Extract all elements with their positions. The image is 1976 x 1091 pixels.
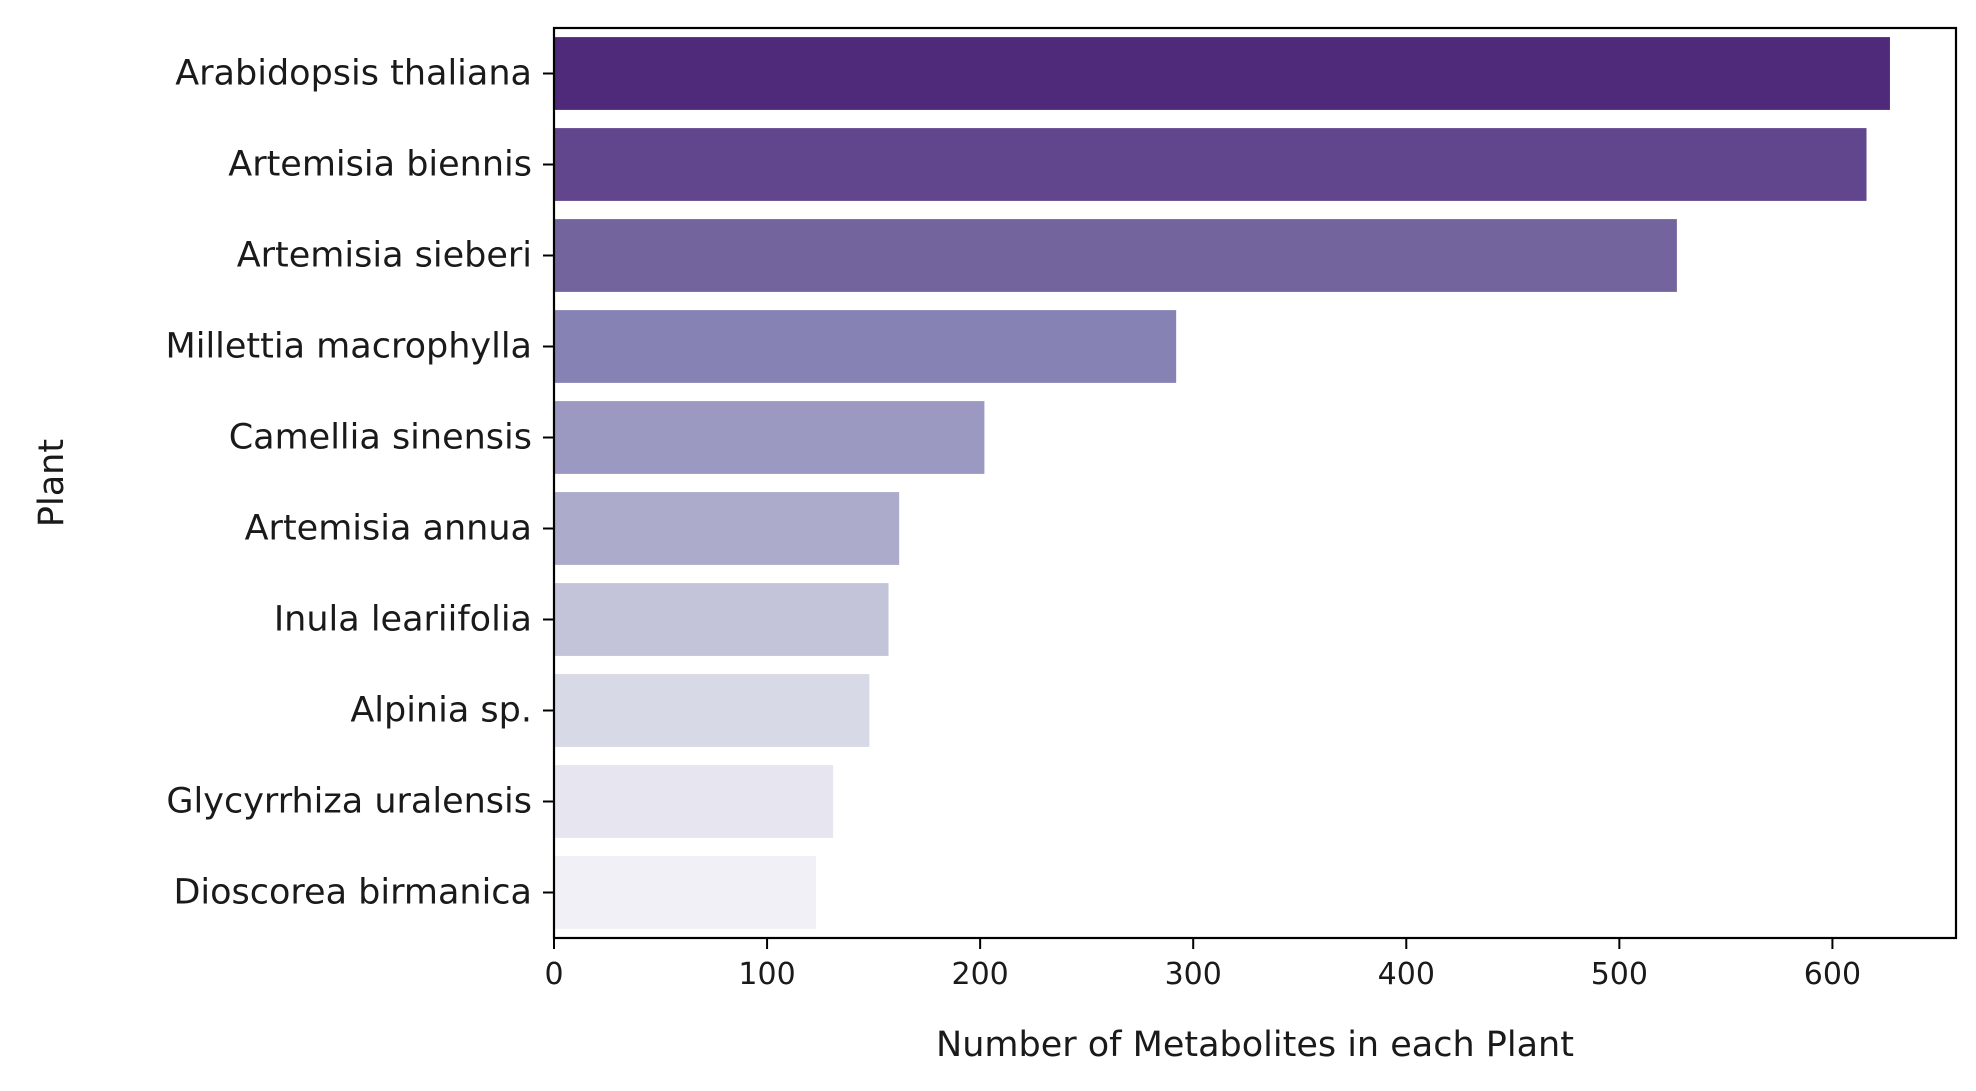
- bar: [554, 674, 870, 747]
- plot-frame: [552, 26, 1958, 940]
- y-tick-labels: Arabidopsis thaliana Artemisia biennis Art…: [166, 54, 532, 913]
- y-axis-label: Plant: [32, 439, 72, 527]
- y-tick-marks: [543, 72, 554, 894]
- x-tick-label: 200: [952, 957, 1009, 992]
- x-tick-marks: [553, 938, 1834, 949]
- bar: [554, 310, 1177, 383]
- category-label: Millettia macrophylla: [166, 327, 532, 367]
- category-label: Camellia sinensis: [229, 418, 532, 458]
- category-label: Dioscorea birmanica: [173, 873, 532, 913]
- bar: [554, 492, 900, 565]
- category-label: Alpinia sp.: [350, 691, 532, 731]
- category-label: Artemisia biennis: [228, 145, 532, 185]
- bar: [554, 856, 817, 929]
- category-label: Artemisia annua: [245, 509, 532, 549]
- category-label: Glycyrrhiza uralensis: [166, 782, 532, 822]
- x-tick-label: 300: [1165, 957, 1222, 992]
- x-tick-label: 100: [738, 957, 795, 992]
- category-label: Arabidopsis thaliana: [175, 54, 532, 94]
- category-label: Inula leariifolia: [274, 600, 532, 640]
- category-label: Artemisia sieberi: [237, 236, 532, 276]
- x-axis-label: Number of Metabolites in each Plant: [936, 1025, 1574, 1065]
- bar: [554, 583, 889, 656]
- x-tick-label: 400: [1378, 957, 1435, 992]
- bar: [554, 401, 985, 474]
- bar: [554, 37, 1890, 110]
- bar: [554, 765, 834, 838]
- x-tick-labels: 0 100 200 300 400 500 600: [544, 957, 1861, 992]
- x-tick-label: 600: [1804, 957, 1861, 992]
- x-tick-label: 500: [1591, 957, 1648, 992]
- x-tick-label: 0: [544, 957, 563, 992]
- bar: [554, 219, 1677, 292]
- bar: [554, 128, 1867, 201]
- bars-group: [554, 37, 1890, 929]
